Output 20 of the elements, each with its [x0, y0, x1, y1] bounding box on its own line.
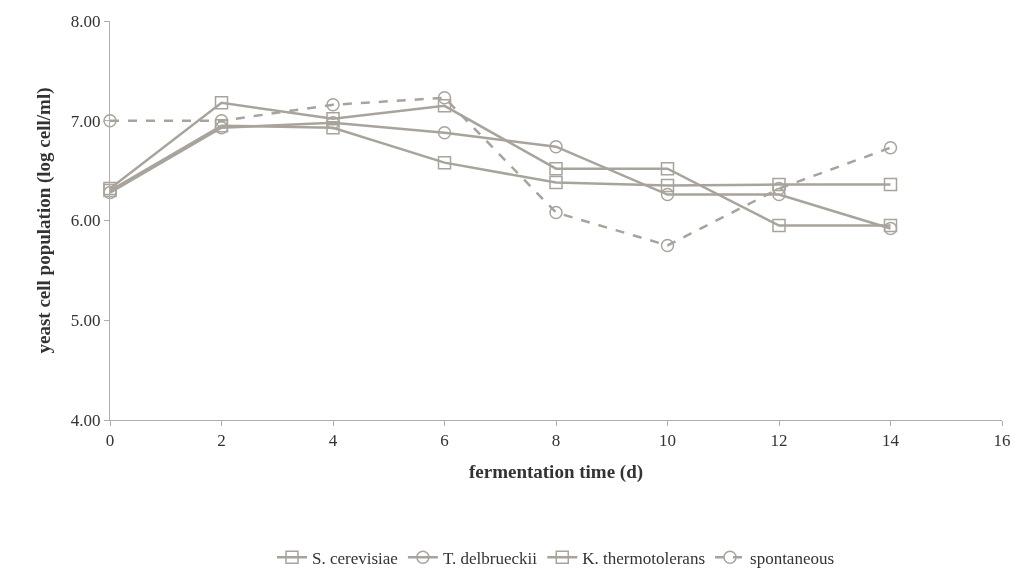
- y-axis-title: yeast cell population (log cell/ml): [32, 87, 55, 354]
- legend-label: K. thermotolerans: [582, 548, 706, 568]
- x-tick-label: 16: [993, 431, 1011, 451]
- x-tick-label: 4: [328, 431, 338, 451]
- x-tick-label: 14: [882, 431, 900, 451]
- x-tick-label: 0: [105, 431, 115, 451]
- x-tick-label: 12: [770, 431, 788, 451]
- y-tick-label: 5.00: [70, 311, 101, 331]
- legend-label: T. delbrueckii: [442, 548, 538, 568]
- y-tick-label: 4.00: [70, 410, 101, 430]
- y-tick-label: 7.00: [70, 111, 101, 131]
- x-tick-label: 2: [217, 431, 226, 451]
- x-tick-label: 8: [551, 431, 561, 451]
- legend-label: spontaneous: [750, 548, 835, 568]
- legend-label: S. cerevisiae: [312, 548, 398, 568]
- x-tick-label: 6: [440, 431, 449, 451]
- x-axis-title: fermentation time (d): [468, 461, 644, 484]
- y-tick-label: 6.00: [70, 211, 101, 231]
- x-tick-label: 10: [659, 431, 676, 451]
- y-tick-label: 8.00: [70, 11, 101, 31]
